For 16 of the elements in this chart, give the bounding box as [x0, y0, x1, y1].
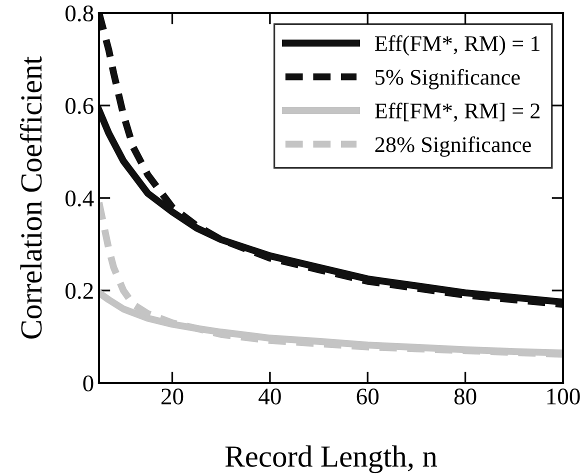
legend-label: 28% Significance — [375, 136, 531, 157]
y-tick-label: 0.8 — [66, 5, 94, 22]
y-tick-label: 0.2 — [66, 282, 93, 300]
y-tick-label: 0.4 — [66, 190, 94, 207]
y-axis-title: Correlation Coefficient — [20, 56, 42, 339]
y-tick-label: 0.6 — [66, 98, 94, 114]
x-tick-label: 100 — [547, 388, 580, 404]
legend-label: 5% Significance — [376, 68, 520, 90]
x-tick-label: 80 — [454, 388, 476, 404]
x-axis-title: Record Length, n — [225, 445, 438, 474]
x-tick-label: 20 — [161, 388, 184, 404]
y-tick-label: 0 — [83, 375, 94, 392]
x-tick-label: 60 — [356, 388, 379, 404]
legend-label: Eff[FM*, RM] = 2 — [374, 102, 540, 122]
x-tick-label: 40 — [258, 388, 281, 404]
legend-label: Eff(FM*, RM) = 1 — [374, 35, 540, 56]
